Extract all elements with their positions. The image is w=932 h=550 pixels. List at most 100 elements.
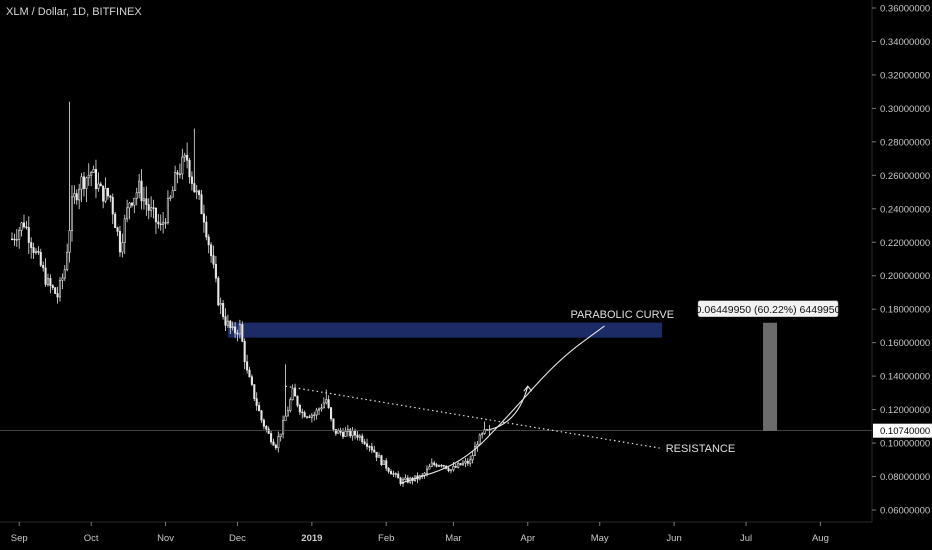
overlays-layer xyxy=(0,300,872,484)
candle-body xyxy=(351,430,354,437)
candle-body xyxy=(18,230,21,240)
price-tick-label: 0.10000000 xyxy=(880,439,930,450)
candle-body xyxy=(210,244,213,257)
candle-body xyxy=(361,435,364,443)
candle-body xyxy=(478,434,481,445)
candle-body xyxy=(138,180,141,194)
candle-body xyxy=(452,466,455,471)
candle-body xyxy=(282,420,285,435)
price-tick-label: 0.18000000 xyxy=(880,305,930,316)
candle-body xyxy=(181,156,184,175)
candle-body xyxy=(152,207,155,209)
price-tick-label: 0.12000000 xyxy=(880,405,930,416)
price-axis[interactable]: 0.06000000 0.08000000 0.10000000 0.12000000… xyxy=(871,0,932,522)
candle-body xyxy=(270,433,273,443)
candle-body xyxy=(174,172,177,191)
candle-body xyxy=(224,316,227,326)
candle-body xyxy=(461,462,465,466)
candle-body xyxy=(365,443,369,447)
candle-body xyxy=(169,196,172,199)
candle-body xyxy=(162,222,165,225)
candle-body xyxy=(176,172,179,175)
candle-body xyxy=(20,222,23,231)
candle-body xyxy=(157,221,160,225)
candle-body xyxy=(63,269,66,279)
candle-body xyxy=(150,207,153,211)
candle-body xyxy=(430,462,433,467)
candle-body xyxy=(392,473,395,475)
candle-body xyxy=(198,190,201,196)
candle-body xyxy=(114,213,117,229)
candle-body xyxy=(248,369,251,378)
candle-body xyxy=(389,471,393,475)
small-arrow-head xyxy=(523,385,533,392)
candle-body xyxy=(481,433,484,436)
candle-body xyxy=(370,446,373,451)
candle-body xyxy=(32,247,35,253)
candle-body xyxy=(425,468,429,474)
candle-body xyxy=(342,432,345,437)
price-tick-label: 0.32000000 xyxy=(880,70,930,81)
candle-body xyxy=(190,176,193,184)
candle-body xyxy=(485,429,489,431)
candle-body xyxy=(75,193,78,201)
candle-body xyxy=(334,428,337,434)
candle-body xyxy=(226,320,229,326)
candle-body xyxy=(15,239,18,241)
parabolic-curve-label: PARABOLIC CURVE xyxy=(571,309,675,321)
candle-body xyxy=(277,436,280,449)
candle-body xyxy=(111,197,114,215)
candle-body xyxy=(306,416,309,418)
candle-body xyxy=(243,341,246,363)
candle-body xyxy=(130,202,133,206)
candle-body xyxy=(51,285,54,289)
candle-body xyxy=(183,154,186,158)
candle-body xyxy=(166,198,169,223)
candle-body xyxy=(262,419,265,427)
price-tick-label: 0.34000000 xyxy=(880,37,930,48)
candle-body xyxy=(373,449,376,453)
candle-body xyxy=(404,477,407,480)
candle-body xyxy=(286,410,289,417)
candle-body xyxy=(375,451,378,458)
candle-body xyxy=(246,361,249,371)
candle-body xyxy=(440,464,443,467)
candle-body xyxy=(454,466,457,468)
time-tick-label: Sep xyxy=(11,533,28,544)
price-tick-label: 0.14000000 xyxy=(880,372,930,383)
price-tick-label: 0.22000000 xyxy=(880,238,930,249)
candle-body xyxy=(265,425,268,430)
candle-body xyxy=(363,441,366,445)
candle-body xyxy=(380,455,383,466)
resistance-line xyxy=(285,385,660,449)
candle-body xyxy=(483,429,486,434)
candle-body xyxy=(13,238,16,241)
candle-body xyxy=(298,404,301,413)
candle-body xyxy=(385,460,388,469)
measure-bar xyxy=(763,322,778,431)
candle-body xyxy=(195,190,198,193)
candle-body xyxy=(250,376,253,385)
candle-body xyxy=(327,399,330,408)
candle-body xyxy=(106,188,109,197)
candle-body xyxy=(471,455,474,461)
candle-body xyxy=(260,410,263,421)
time-axis[interactable]: Sep Oct Nov Dec 2019 Feb Mar Apr May Jun Jul Aug xyxy=(0,521,872,544)
candle-body xyxy=(399,477,402,484)
candle-body xyxy=(466,460,469,464)
candle-body xyxy=(222,303,225,317)
labels-layer: RESISTANCE PARABOLIC CURVE 0.06449950 (60.… xyxy=(571,304,841,455)
candle-body xyxy=(428,466,431,470)
candle-body xyxy=(382,460,385,466)
time-tick-label: Dec xyxy=(229,533,246,544)
price-tick-label: 0.08000000 xyxy=(880,472,930,483)
candle-body xyxy=(212,255,215,265)
candle-body xyxy=(70,196,74,231)
current-price-label: 0.10740000 xyxy=(880,426,930,437)
candle-body xyxy=(140,180,143,202)
candle-body xyxy=(437,464,441,467)
candle-body xyxy=(78,188,81,201)
candle-body xyxy=(296,395,299,406)
